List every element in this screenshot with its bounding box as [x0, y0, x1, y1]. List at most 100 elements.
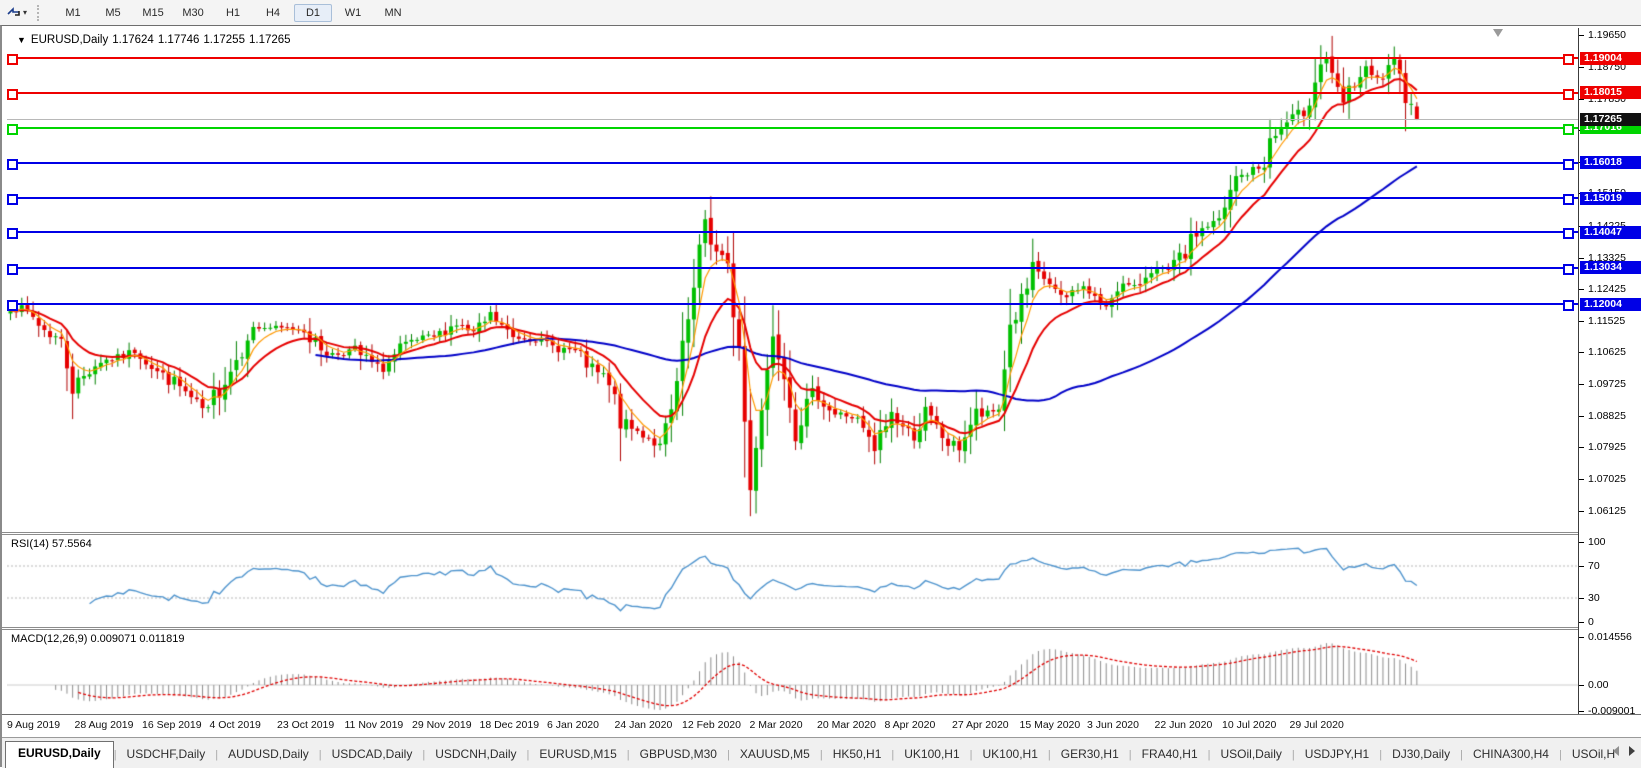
date-axis[interactable]: 9 Aug 2019 28 Aug 2019 16 Sep 2019 4 Oct 20…	[2, 715, 1641, 737]
date-label: 2 Mar 2020	[749, 719, 803, 731]
rsi-tick-label: 70	[1588, 560, 1600, 572]
price-level-badge: 1.12004	[1580, 297, 1641, 311]
tab-dj30-daily[interactable]: DJ30,Daily	[1392, 747, 1451, 761]
tab-uk100-h1[interactable]: UK100,H1	[982, 747, 1038, 761]
price-tick-mark	[1579, 35, 1584, 37]
chart-bottom-border	[2, 714, 1641, 715]
tab-gbpusd-m30[interactable]: GBPUSD,M30	[639, 747, 717, 761]
toolbar-grip[interactable]	[37, 4, 45, 21]
price-level-badge: 1.15019	[1580, 191, 1641, 205]
price-level-line[interactable]	[7, 126, 1578, 129]
tab-scroll-left-icon[interactable]	[1613, 746, 1619, 756]
candlestick-canvas[interactable]	[7, 28, 1578, 532]
tab-separator: |	[726, 749, 730, 761]
timeframe-button-m1[interactable]: M1	[65, 6, 81, 19]
line-handle[interactable]	[1563, 123, 1574, 135]
price-level-line[interactable]	[7, 303, 1578, 305]
macd-canvas[interactable]	[7, 630, 1578, 714]
macd-tick-mark	[1579, 685, 1584, 686]
line-handle[interactable]	[7, 194, 18, 206]
timeframe-button-mn[interactable]: MN	[384, 6, 402, 19]
tab-usoil-h[interactable]: USOil,H	[1571, 747, 1616, 761]
pane-divider[interactable]	[2, 532, 1641, 535]
line-handle[interactable]	[7, 158, 18, 170]
top-toolbar: ▾ M1 M5 M15 M30 H1 H4 D1 W1 MN	[0, 0, 1641, 26]
dropdown-caret-icon[interactable]: ▾	[23, 8, 28, 17]
date-label: 10 Jul 2020	[1222, 719, 1277, 731]
price-level-badge: 1.18015	[1580, 86, 1641, 100]
macd-tick-label: -0.009001	[1588, 705, 1636, 717]
price-tick-mark	[1579, 66, 1584, 68]
tab-eurusd-daily[interactable]: EURUSD,Daily	[5, 741, 114, 768]
chart-shift-marker-icon[interactable]	[1493, 29, 1503, 37]
price-tick-mark	[1579, 352, 1584, 354]
rsi-pane: RSI(14) 57.5564	[7, 535, 1578, 627]
date-label: 8 Apr 2020	[884, 719, 936, 731]
price-level-line[interactable]	[7, 197, 1578, 200]
price-level-line[interactable]	[7, 266, 1578, 269]
price-level-line[interactable]	[7, 161, 1578, 164]
timeframe-button-h4[interactable]: H4	[265, 6, 281, 19]
timeframe-button-h1[interactable]: H1	[225, 6, 241, 19]
line-handle[interactable]	[7, 54, 18, 65]
macd-label: MACD(12,26,9) 0.009071 0.011819	[11, 633, 185, 645]
date-label: 16 Sep 2019	[142, 719, 202, 731]
tab-hk50-h1[interactable]: HK50,H1	[832, 747, 882, 761]
timeframe-button-m30[interactable]: M30	[182, 6, 204, 19]
tab-usdchf-daily[interactable]: USDCHF,Daily	[126, 747, 206, 761]
tab-audusd-daily[interactable]: AUDUSD,Daily	[228, 747, 309, 761]
rsi-canvas[interactable]	[7, 535, 1578, 627]
line-handle[interactable]	[7, 88, 18, 100]
date-label: 22 Jun 2020	[1154, 719, 1213, 731]
tab-usoil-daily[interactable]: USOil,Daily	[1220, 747, 1282, 761]
price-level-badge: 1.19004	[1580, 51, 1641, 65]
rsi-label: RSI(14) 57.5564	[11, 538, 92, 550]
line-handle[interactable]	[1563, 88, 1574, 100]
pane-divider[interactable]	[2, 627, 1641, 630]
timeframe-button-w1[interactable]: W1	[344, 6, 362, 19]
date-label: 11 Nov 2019	[344, 719, 404, 731]
tab-eurusd-m15[interactable]: EURUSD,M15	[539, 747, 617, 761]
macd-tick-label: 0.014556	[1588, 630, 1632, 643]
tab-separator: |	[215, 749, 219, 761]
chart-tool-dropdown[interactable]: ▾	[4, 5, 27, 21]
line-handle[interactable]	[1563, 263, 1574, 275]
timeframe-button-m5[interactable]: M5	[105, 6, 121, 19]
tab-uk100-h1[interactable]: UK100,H1	[904, 747, 960, 761]
tab-xauusd-m5[interactable]: XAUUSD,M5	[739, 747, 810, 761]
tab-usdjpy-h1[interactable]: USDJPY,H1	[1304, 747, 1370, 761]
rsi-tick-mark	[1579, 622, 1584, 623]
line-handle[interactable]	[1563, 228, 1574, 240]
tab-separator: |	[1379, 749, 1383, 761]
chart-title: ▼ EURUSD,Daily 1.17624 1.17746 1.17255 1.1726…	[17, 34, 295, 46]
tab-separator: |	[626, 749, 630, 761]
tab-ger30-h1[interactable]: GER30,H1	[1060, 747, 1119, 761]
line-handle[interactable]	[7, 263, 18, 275]
tab-usdcad-daily[interactable]: USDCAD,Daily	[331, 747, 413, 761]
price-level-line[interactable]	[7, 91, 1578, 94]
timeframe-button-m15[interactable]: M15	[142, 6, 164, 19]
tab-scroll-right-icon[interactable]	[1629, 746, 1635, 756]
price-tick-mark	[1579, 510, 1584, 512]
price-level-line[interactable]	[7, 231, 1578, 234]
line-handle[interactable]	[1563, 194, 1574, 206]
macd-tick-mark	[1579, 636, 1584, 638]
line-handle[interactable]	[7, 123, 18, 135]
line-handle[interactable]	[7, 228, 18, 240]
timeframe-button-d1[interactable]: D1	[294, 3, 333, 22]
tab-usdcnh-daily[interactable]: USDCNH,Daily	[435, 747, 517, 761]
date-label: 27 Apr 2020	[952, 719, 1009, 731]
chart-type-icon[interactable]	[4, 5, 22, 21]
tab-china300-h4[interactable]: CHINA300,H4	[1472, 747, 1549, 761]
line-handle[interactable]	[1563, 54, 1574, 65]
date-label: 28 Aug 2019	[74, 719, 134, 731]
line-handle[interactable]	[1563, 158, 1574, 170]
tab-separator: |	[891, 749, 895, 761]
tab-fra40-h1[interactable]: FRA40,H1	[1141, 747, 1198, 761]
price-scale[interactable]: 1.196501.187501.178501.169501.160501.151…	[1578, 28, 1641, 717]
price-tick-mark	[1579, 478, 1584, 480]
line-handle[interactable]	[7, 300, 18, 311]
symbol-dropdown-icon[interactable]: ▼	[17, 35, 26, 45]
line-handle[interactable]	[1563, 300, 1574, 311]
price-level-line[interactable]	[7, 57, 1578, 59]
